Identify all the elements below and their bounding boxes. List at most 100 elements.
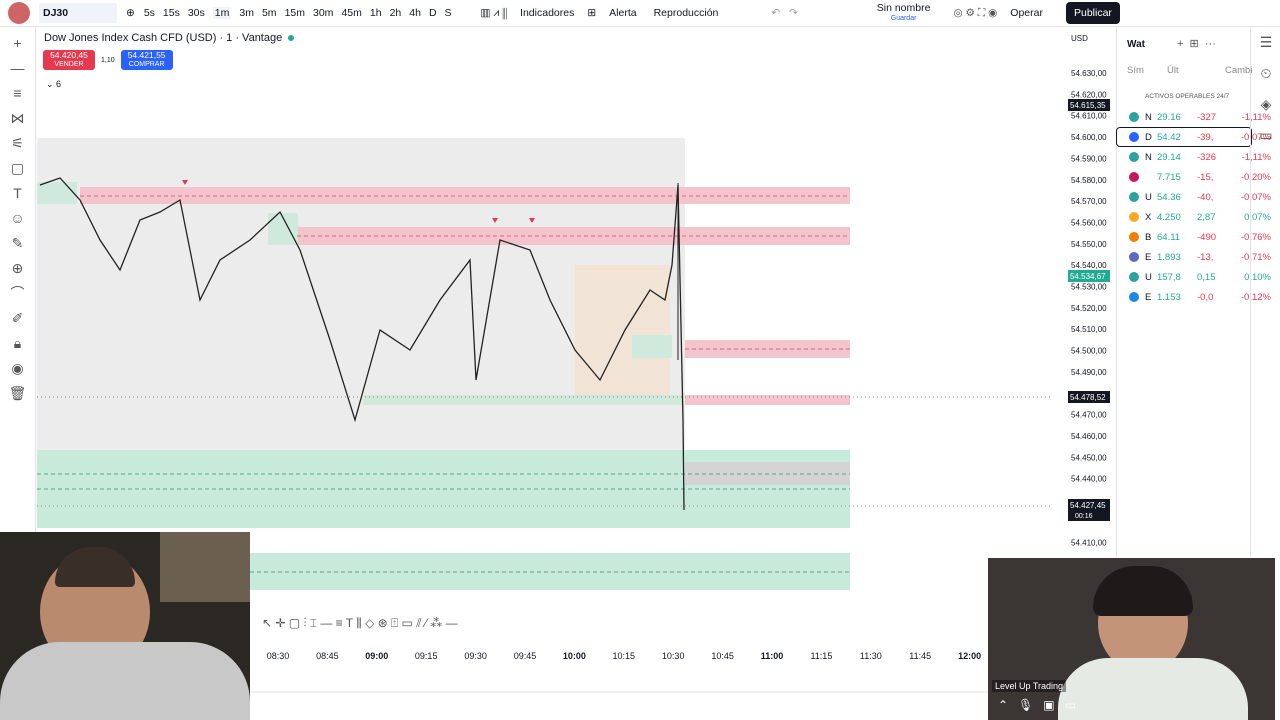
time-label: 09:30 — [464, 651, 487, 661]
price-label: 54.580,00 — [1071, 176, 1107, 185]
marker — [182, 180, 188, 185]
interval[interactable]: 30s — [187, 7, 205, 19]
trade-button[interactable]: Operar — [1010, 7, 1043, 19]
price-tag — [1068, 391, 1110, 403]
last: 29.16 — [1157, 112, 1181, 123]
interval[interactable]: 2h — [389, 7, 402, 19]
interval[interactable]: 4h — [409, 7, 421, 19]
price-label: 54.550,00 — [1071, 240, 1107, 249]
layout-name[interactable]: Sin nombre Guardar — [877, 2, 931, 23]
countdown: 00:16 — [1075, 513, 1093, 520]
symbol: B — [1145, 232, 1152, 243]
demand-zone — [363, 395, 683, 405]
interval[interactable]: 1m — [212, 7, 232, 19]
price-label: 54.620,00 — [1071, 90, 1107, 99]
undo-redo[interactable]: ↶ ↷ — [771, 7, 798, 19]
watchlist-row[interactable]: X 4.250 2,87 0,07% — [1117, 208, 1271, 226]
toolbar-icons[interactable]: ◎ ⚙ ⛶ ◉ — [953, 6, 998, 19]
camera-controls[interactable]: ⌃ 🎙︎ ▣ ▭ — [998, 698, 1076, 712]
interval[interactable]: S — [444, 7, 452, 19]
column-header[interactable]: Últ — [1167, 65, 1179, 76]
column-header[interactable]: Cambi — [1225, 65, 1253, 76]
time-label: 10:30 — [662, 651, 685, 661]
last: 1.153 — [1157, 292, 1181, 303]
interval[interactable]: 5m — [261, 7, 277, 19]
price-labels: 54.630,00 54.620,00 54.610,00 54.600,00 54.5… — [1068, 69, 1110, 548]
symbol: U — [1145, 272, 1152, 283]
marker — [529, 218, 535, 223]
watchlist-row[interactable]: B 64.11 -490 -0,76% — [1117, 228, 1271, 246]
currency[interactable]: USD — [1071, 34, 1088, 43]
watchlist-actions[interactable]: + ⊞ ··· — [1177, 38, 1216, 50]
demand-zone — [37, 182, 77, 204]
symbol: D — [1145, 132, 1152, 143]
interval[interactable]: 5s — [143, 7, 155, 19]
symbol: E — [1145, 292, 1152, 303]
watchlist-row[interactable]: U 54.36 -40, -0,07% — [1117, 188, 1271, 206]
watchlist-row[interactable]: N 29.14 -326 -1,11% — [1117, 148, 1271, 166]
symbol: X — [1145, 212, 1152, 223]
time-label: 10:45 — [711, 651, 734, 661]
symbol-icon — [1129, 272, 1139, 282]
indicator-toggle[interactable]: ⌄ 6 — [46, 79, 62, 89]
buy-button[interactable]: 54.421,55 COMPRAR — [120, 50, 173, 70]
drawing-bar[interactable]: ↖ ✛ ▢ ⫶ ⌶ — ≡ T ⫼ ◇ ⊛ ⍐ ▭ ⫽ ⁄ ⁂ — — [262, 615, 458, 630]
avatar[interactable] — [8, 2, 30, 24]
watchlist-row[interactable]: 7.715 -15, -0,20% — [1117, 168, 1271, 186]
sidebar-icons[interactable]: ☰ ⏲ ◈ ▭ — [1259, 34, 1273, 143]
alert-button[interactable]: Alerta — [609, 7, 637, 19]
status-dot — [288, 35, 295, 41]
watchlist-row[interactable]: E 1.153 -0,0 -0,12% — [1117, 288, 1271, 306]
buy-label: COMPRAR — [128, 61, 165, 68]
price-label: 54.540,00 — [1071, 261, 1107, 270]
interval[interactable]: 30m — [313, 7, 334, 19]
interval[interactable]: 15s — [162, 7, 180, 19]
interval[interactable]: D — [428, 7, 437, 19]
chart-title: Dow Jones Index Cash CFD (USD) · 1 · Van… — [44, 32, 283, 44]
interval[interactable]: 15m — [284, 7, 305, 19]
top-toolbar: DJ30 ⊕ 5s 15s 30s 1m 3m 5m 15m 30m 45m 1h 2h 4h D S ▥… — [0, 0, 1280, 27]
symbol-search[interactable]: DJ30 — [39, 3, 117, 23]
watchlist-row[interactable]: D 54.42 -39, -0,07% — [1116, 127, 1271, 147]
demand-zone — [250, 553, 850, 590]
watchlist-section[interactable]: ACTIVOS OPERABLES 24/7 — [1145, 93, 1230, 100]
watchlist-row[interactable]: E 1.893 -13, -0,71% — [1117, 248, 1271, 266]
replay-button[interactable]: Reproducción — [653, 7, 719, 19]
column-header[interactable]: Sím — [1127, 65, 1144, 76]
change: -490 — [1197, 232, 1217, 243]
sell-price: 54.420,45 — [50, 50, 88, 60]
change: -39, — [1197, 132, 1214, 143]
price-tag — [1068, 99, 1110, 111]
supply-zone — [685, 395, 850, 405]
symbol-icon — [1129, 212, 1139, 222]
change-percent: 0,10% — [1244, 272, 1271, 283]
price-axis — [1052, 27, 1116, 557]
time-label: 09:45 — [514, 651, 537, 661]
time-axis — [250, 640, 990, 670]
sell-button[interactable]: 54.420,45 VENDER — [43, 50, 95, 70]
add-symbol[interactable]: ⊕ — [126, 7, 135, 19]
spread: 1,10 — [101, 56, 115, 64]
change-percent: -0,12% — [1240, 292, 1271, 303]
interval[interactable]: 3m — [239, 7, 254, 19]
watchlist-row[interactable]: U 157,8 0,15 0,10% — [1117, 268, 1271, 286]
chart-style[interactable]: ▥ ⩘ ⫼ — [480, 6, 508, 19]
change-percent: -1,11% — [1241, 152, 1271, 163]
interval[interactable]: 1h — [369, 7, 382, 19]
time-label: 10:00 — [563, 651, 586, 661]
drawing-tools[interactable]: + — ≡ ⋈ ⚟ ▢ T ☺ ✎ ⊕ ⌒ ✐ 🔒︎ ◉ 🗑︎ — [8, 35, 27, 401]
change-percent: -0,07% — [1240, 192, 1271, 203]
layout-save: Guardar — [890, 14, 917, 22]
change-percent: 0,07% — [1244, 212, 1271, 223]
price-label: 54.630,00 — [1071, 69, 1107, 78]
price-tag-label: 54.615,35 — [1070, 101, 1106, 110]
price-label: 54.500,00 — [1071, 347, 1107, 356]
cap — [55, 547, 135, 587]
templates[interactable]: ⊞ — [587, 7, 597, 19]
interval[interactable]: 45m — [341, 7, 362, 19]
indicators-button[interactable]: Indicadores — [520, 7, 575, 19]
time-label: 11:15 — [810, 651, 832, 661]
watchlist-title[interactable]: Wat — [1127, 39, 1145, 50]
watchlist-row[interactable]: N 29.16 -327 -1,11% — [1117, 108, 1271, 126]
publish-button[interactable]: Publicar — [1065, 2, 1120, 24]
